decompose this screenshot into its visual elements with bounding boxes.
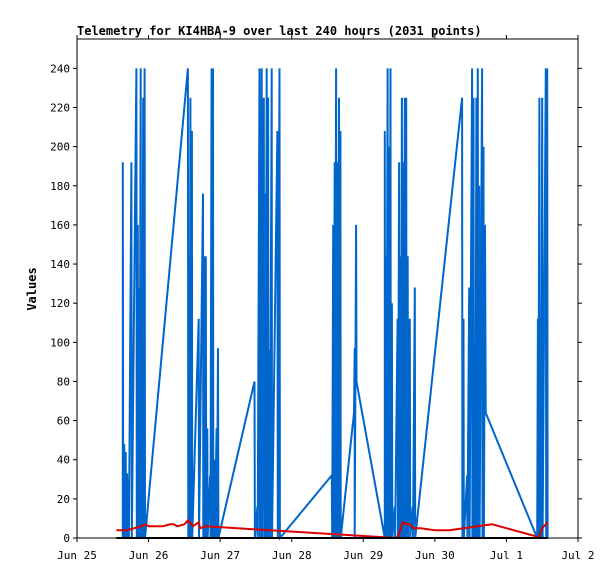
y-tick-label: 120 <box>50 297 70 310</box>
x-tick-label: Jun 27 <box>200 549 240 562</box>
y-tick-label: 220 <box>50 101 70 114</box>
series-line-0 <box>121 68 549 541</box>
y-tick-label: 140 <box>50 258 70 271</box>
y-tick-label: 60 <box>57 415 70 428</box>
y-tick-label: 180 <box>50 180 70 193</box>
y-tick-label: 240 <box>50 62 70 75</box>
y-tick-label: 20 <box>57 493 70 506</box>
x-tick-label: Jun 30 <box>415 549 455 562</box>
y-tick-label: 160 <box>50 219 70 232</box>
x-tick-label: Jun 26 <box>129 549 169 562</box>
y-axis-label: Values <box>25 267 39 310</box>
y-axis: 0 20 40 60 80 100 120 140 160 180 200 220 240 <box>50 62 582 545</box>
chart-title: Telemetry for KI4HBA-9 over last 240 hou… <box>77 24 482 38</box>
x-axis: Jun 25 Jun 26 Jun 27 Jun 28 Jun 29 Jun 30 Jul … <box>57 35 595 562</box>
x-tick-label: Jun 25 <box>57 549 97 562</box>
y-tick-label: 0 <box>63 532 70 545</box>
y-tick-label: 100 <box>50 336 70 349</box>
y-tick-label: 200 <box>50 141 70 154</box>
series-line-1 <box>116 518 549 540</box>
x-tick-label: Jul 2 <box>561 549 594 562</box>
x-tick-label: Jun 28 <box>272 549 312 562</box>
series-layer <box>116 68 549 541</box>
y-tick-label: 80 <box>57 375 70 388</box>
y-tick-label: 40 <box>57 454 70 467</box>
x-tick-label: Jul 1 <box>490 549 523 562</box>
x-tick-label: Jun 29 <box>343 549 383 562</box>
